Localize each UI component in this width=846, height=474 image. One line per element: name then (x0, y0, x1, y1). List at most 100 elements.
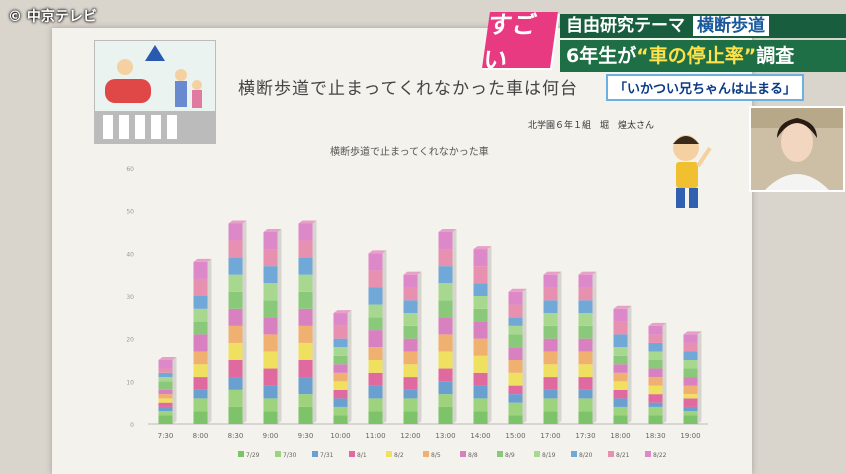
bar-segment (403, 325, 418, 339)
bar-side (592, 271, 597, 424)
bar-segment (298, 274, 313, 292)
bar-top (683, 331, 702, 335)
bar-segment (333, 338, 348, 348)
quote-caption: 「いかつい兄ちゃんは止まる」 (606, 74, 805, 101)
theme-keyword: 横断歩道 (693, 16, 769, 36)
bar-segment (193, 321, 208, 335)
x-tick-label: 7:30 (158, 432, 174, 440)
x-tick-label: 17:00 (540, 432, 560, 440)
bar-segment (263, 398, 278, 412)
y-tick-label: 40 (126, 251, 134, 258)
bar-segment (683, 415, 698, 424)
bar-segment (578, 325, 593, 339)
bar-segment (263, 249, 278, 267)
x-tick-label: 14:00 (470, 432, 490, 440)
bar-segment (193, 261, 208, 279)
bar-segment (438, 334, 453, 352)
bar-segment (158, 394, 173, 399)
bar-segment (613, 415, 628, 424)
bar-segment (228, 377, 243, 390)
bar-segment (228, 406, 243, 424)
bar-segment (473, 308, 488, 322)
bar-segment (613, 355, 628, 365)
bar-segment (403, 338, 418, 352)
boy-illustration (664, 128, 716, 216)
bar-segment (578, 313, 593, 326)
bar-segment (298, 257, 313, 275)
bar-segment (333, 372, 348, 382)
x-tick-label: 8:30 (228, 432, 244, 440)
bar-segment (333, 364, 348, 373)
bar-segment (298, 240, 313, 258)
bar-segment (578, 338, 593, 352)
bar-segment (333, 389, 348, 399)
bar-top (403, 271, 422, 275)
bar-top (438, 229, 457, 232)
legend-swatch (608, 451, 614, 457)
legend-swatch (534, 451, 540, 457)
poster-title: 横断歩道で止まってくれなかった車は何台 (238, 79, 578, 99)
bar-segment (158, 406, 173, 412)
bar-segment (648, 377, 663, 386)
legend-label: 8/1 (357, 452, 367, 459)
bar-top (578, 271, 597, 275)
bar-segment (508, 402, 523, 416)
bar-segment (368, 360, 383, 373)
bar-segment (613, 398, 628, 407)
bar-segment (158, 368, 173, 373)
channel-logo: © 中京テレビ (8, 9, 97, 25)
bar-segment (333, 415, 348, 424)
bar-segment (508, 325, 523, 335)
bar-segment (193, 398, 208, 412)
bar-segment (403, 377, 418, 390)
bar-segment (543, 338, 558, 352)
bar-top (508, 288, 527, 292)
bar-segment (193, 351, 208, 365)
bar-segment (438, 300, 453, 318)
bar-side (242, 220, 247, 424)
bar-segment (473, 411, 488, 424)
bar-segment (438, 317, 453, 335)
bar-segment (613, 364, 628, 373)
bar-segment (228, 240, 243, 258)
bar-segment (508, 304, 523, 318)
bar-segment (298, 394, 313, 407)
bar-top (263, 229, 282, 232)
bar-segment (578, 411, 593, 424)
bar-segment (298, 223, 313, 241)
bar-segment (403, 398, 418, 412)
bar-segment (473, 283, 488, 296)
bar-segment (613, 372, 628, 382)
bar-segment (403, 364, 418, 378)
bar-segment (648, 402, 663, 407)
x-tick-label: 10:00 (330, 432, 350, 440)
bar-segment (403, 313, 418, 326)
bar-segment (543, 313, 558, 326)
bar-side (277, 229, 282, 424)
bar-segment (613, 406, 628, 416)
bar-top (298, 220, 317, 224)
bar-segment (543, 287, 558, 301)
bar-segment (158, 360, 173, 369)
bar-segment (543, 377, 558, 390)
x-tick-label: 13:00 (435, 432, 455, 440)
bar-segment (368, 304, 383, 318)
bar-segment (193, 411, 208, 424)
x-tick-label: 15:00 (505, 432, 525, 440)
bar-segment (228, 291, 243, 309)
legend-swatch (423, 451, 429, 457)
bar-side (697, 331, 702, 424)
bar-side (557, 271, 562, 424)
legend-swatch (460, 451, 466, 457)
bar-segment (193, 296, 208, 309)
x-tick-label: 11:00 (365, 432, 385, 440)
legend-swatch (349, 451, 355, 457)
legend-label: 7/29 (246, 452, 260, 459)
bar-segment (683, 398, 698, 407)
bar-segment (613, 389, 628, 399)
bar-segment (158, 389, 173, 395)
bar-segment (438, 381, 453, 395)
bar-segment (683, 377, 698, 386)
bar-segment (403, 351, 418, 365)
bar-segment (368, 317, 383, 331)
